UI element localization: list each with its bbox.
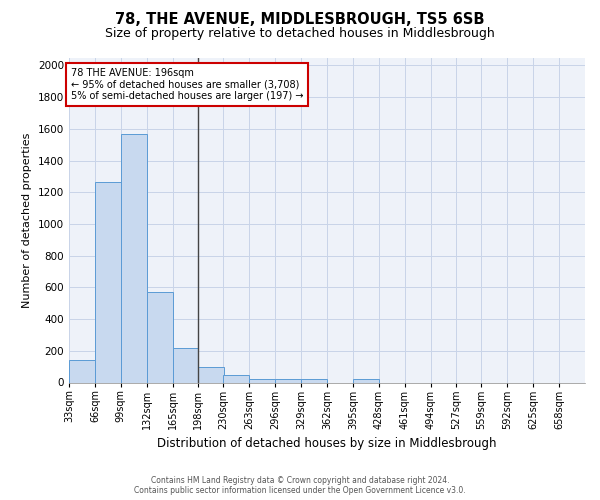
Bar (199, 366, 224, 382)
Text: Size of property relative to detached houses in Middlesbrough: Size of property relative to detached ho… (105, 28, 495, 40)
Bar (95, 182, 121, 382)
Bar (146, 292, 173, 382)
X-axis label: Distribution of detached houses by size in Middlesbrough: Distribution of detached houses by size … (157, 438, 497, 450)
Bar (275, 380, 301, 382)
Text: Contains HM Land Registry data © Crown copyright and database right 2024.
Contai: Contains HM Land Registry data © Crown c… (134, 476, 466, 495)
Y-axis label: Number of detached properties: Number of detached properties (22, 132, 32, 308)
Bar (173, 348, 199, 382)
Bar (353, 380, 379, 382)
Bar (223, 374, 250, 382)
Bar (121, 134, 146, 382)
Text: 78, THE AVENUE, MIDDLESBROUGH, TS5 6SB: 78, THE AVENUE, MIDDLESBROUGH, TS5 6SB (115, 12, 485, 28)
Bar (69, 360, 95, 382)
Bar (250, 378, 275, 382)
Text: 78 THE AVENUE: 196sqm
← 95% of detached houses are smaller (3,708)
5% of semi-de: 78 THE AVENUE: 196sqm ← 95% of detached … (71, 68, 303, 101)
Bar (301, 380, 327, 382)
